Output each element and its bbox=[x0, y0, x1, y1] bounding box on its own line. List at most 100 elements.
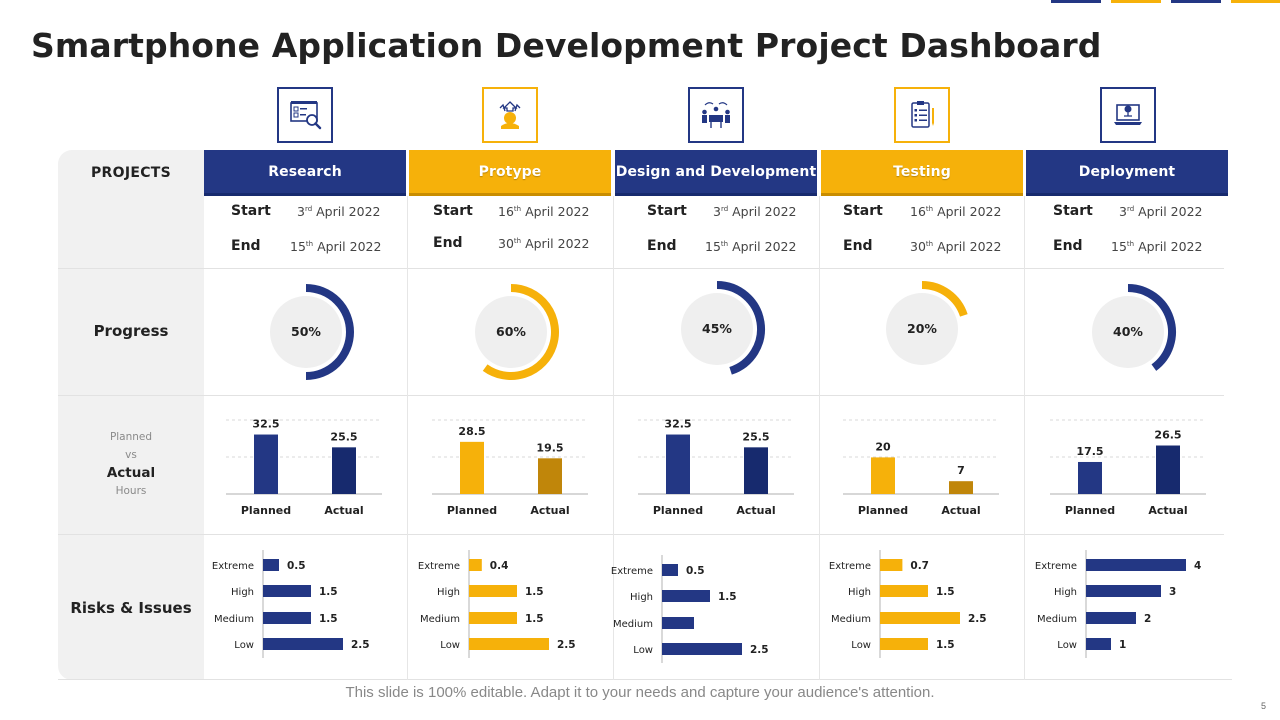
risk-value-label: 1.5 bbox=[936, 639, 955, 651]
progress-arc bbox=[1127, 284, 1176, 371]
bar-value-label: 32.5 bbox=[252, 418, 279, 431]
stage-header-deployment: Deployment bbox=[1026, 150, 1228, 196]
risk-bar bbox=[469, 559, 482, 571]
risks-chart-deployment: Extreme 4 High 3 Medium 2 Low 1 bbox=[1035, 550, 1201, 658]
hours-label-actual: Actual bbox=[106, 465, 156, 481]
bar-value-label: 25.5 bbox=[330, 430, 357, 443]
risk-bar bbox=[880, 612, 960, 624]
risk-category-label: Extreme bbox=[1035, 561, 1077, 572]
progress-donut-testing: 20% bbox=[870, 277, 974, 381]
row-label-projects: PROJECTS bbox=[90, 165, 172, 181]
planned-bar bbox=[666, 434, 690, 494]
risk-bar bbox=[662, 617, 694, 629]
risk-bar bbox=[263, 638, 343, 650]
date-suffix: th bbox=[513, 236, 522, 245]
risk-category-label: High bbox=[848, 587, 871, 598]
risks-chart-prototype: Extreme 0.4 High 1.5 Medium 1.5 Low 2.5 bbox=[418, 550, 576, 658]
date-day: 16 bbox=[910, 204, 926, 219]
risk-category-label: Medium bbox=[613, 619, 653, 630]
bar-value-label: 19.5 bbox=[536, 441, 563, 454]
risk-bar bbox=[1086, 585, 1161, 597]
row-label-risks: Risks & Issues bbox=[70, 599, 192, 617]
start-date: 3rd April 2022 bbox=[713, 204, 797, 219]
risk-value-label: 2.5 bbox=[557, 639, 576, 651]
team-meeting-icon bbox=[688, 87, 744, 143]
bar-category-label: Planned bbox=[653, 504, 703, 517]
bar-value-label: 20 bbox=[875, 440, 891, 453]
progress-arc bbox=[482, 284, 559, 380]
bar-category-label: Actual bbox=[1148, 504, 1187, 517]
end-date: 30th April 2022 bbox=[498, 236, 589, 251]
presentation-search-icon bbox=[277, 87, 333, 143]
risk-value-label: 0.4 bbox=[490, 560, 509, 572]
clipboard-checklist-icon bbox=[894, 87, 950, 143]
bar-value-label: 32.5 bbox=[664, 418, 691, 431]
stage-header-prototype: Protype bbox=[409, 150, 611, 196]
date-rest: April 2022 bbox=[313, 239, 382, 254]
hours-chart-design-development: 32.5 Planned 25.5 Actual bbox=[638, 418, 794, 517]
date-rest: April 2022 bbox=[933, 204, 1002, 219]
bar-value-label: 28.5 bbox=[458, 425, 485, 438]
progress-percent: 20% bbox=[907, 321, 937, 336]
end-date: 15th April 2022 bbox=[705, 239, 796, 254]
risk-value-label: 1.5 bbox=[319, 586, 338, 598]
decor-line bbox=[1051, 0, 1101, 3]
risks-chart-testing: Extreme 0.7 High 1.5 Medium 2.5 Low 1.5 bbox=[829, 550, 987, 658]
risk-category-label: Low bbox=[440, 640, 460, 651]
end-label: End bbox=[647, 238, 677, 254]
risk-value-label: 0.5 bbox=[287, 560, 306, 572]
risk-bar bbox=[469, 612, 517, 624]
date-suffix: th bbox=[305, 239, 314, 248]
date-day: 30 bbox=[498, 236, 514, 251]
risk-bar bbox=[880, 638, 928, 650]
bar-value-label: 7 bbox=[957, 464, 965, 477]
bar-category-label: Planned bbox=[858, 504, 908, 517]
start-label: Start bbox=[1053, 203, 1093, 219]
risk-category-label: High bbox=[1054, 587, 1077, 598]
idea-hand-icon bbox=[482, 87, 538, 143]
end-label: End bbox=[231, 238, 261, 254]
start-date: 16th April 2022 bbox=[910, 204, 1001, 219]
risk-category-label: Extreme bbox=[212, 561, 254, 572]
risk-value-label: 1.5 bbox=[718, 591, 737, 603]
risk-bar bbox=[662, 643, 742, 655]
bar-category-label: Actual bbox=[941, 504, 980, 517]
risks-chart-design-development: Extreme 0.5 High 1.5 Medium Low 2.5 bbox=[611, 555, 769, 663]
row-divider bbox=[58, 679, 1232, 680]
actual-bar bbox=[744, 447, 768, 494]
risk-category-label: Medium bbox=[420, 614, 460, 625]
hours-chart-research: 32.5 Planned 25.5 Actual bbox=[226, 418, 382, 517]
date-suffix: rd bbox=[720, 204, 729, 213]
progress-percent: 40% bbox=[1113, 324, 1143, 339]
risk-value-label: 2.5 bbox=[351, 639, 370, 651]
date-rest: April 2022 bbox=[521, 236, 590, 251]
risks-chart-research: Extreme 0.5 High 1.5 Medium 1.5 Low 2.5 bbox=[212, 550, 370, 658]
date-day: 30 bbox=[910, 239, 926, 254]
risk-category-label: Low bbox=[234, 640, 254, 651]
date-suffix: th bbox=[1126, 239, 1135, 248]
decor-line bbox=[1111, 0, 1161, 3]
start-label: Start bbox=[647, 203, 687, 219]
date-rest: April 2022 bbox=[1134, 204, 1203, 219]
progress-donut-prototype: 60% bbox=[459, 280, 563, 384]
risk-category-label: High bbox=[630, 592, 653, 603]
progress-donut-design-development: 45% bbox=[665, 277, 769, 381]
date-suffix: rd bbox=[1126, 204, 1135, 213]
bar-value-label: 26.5 bbox=[1154, 429, 1181, 442]
date-rest: April 2022 bbox=[521, 204, 590, 219]
hours-label-vs: vs bbox=[125, 449, 137, 461]
risk-bar bbox=[263, 612, 311, 624]
column-divider bbox=[819, 196, 820, 680]
date-day: 16 bbox=[498, 204, 514, 219]
planned-bar bbox=[871, 457, 895, 494]
risk-bar bbox=[469, 638, 549, 650]
date-suffix: th bbox=[513, 204, 522, 213]
end-date: 30th April 2022 bbox=[910, 239, 1001, 254]
progress-arc bbox=[716, 281, 765, 375]
risk-category-label: Extreme bbox=[611, 566, 653, 577]
risk-value-label: 0.7 bbox=[910, 560, 929, 572]
risk-bar bbox=[263, 585, 311, 597]
end-label: End bbox=[1053, 238, 1083, 254]
risk-bar bbox=[662, 564, 678, 576]
stage-header-design-development: Design and Development bbox=[615, 150, 817, 196]
